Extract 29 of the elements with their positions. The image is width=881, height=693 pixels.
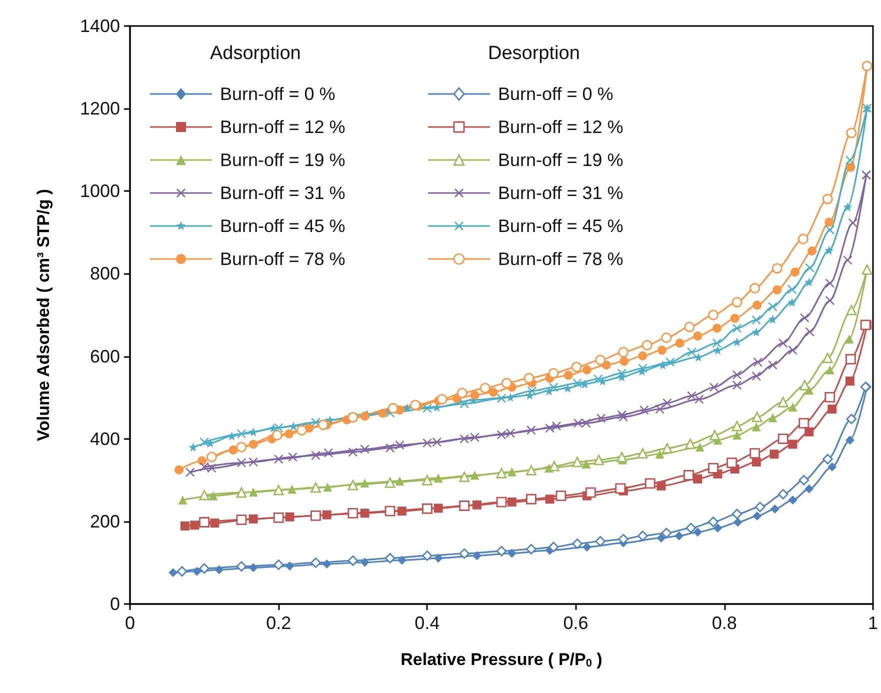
legend-label: Burn-off = 0 % bbox=[220, 84, 336, 104]
x-tick-label: 0 bbox=[124, 613, 136, 633]
y-tick-label: 1400 bbox=[80, 16, 120, 36]
y-axis-title: Volume Adsorbed ( cm³ STP/g ) bbox=[34, 188, 53, 442]
annotation: Adsorption bbox=[210, 43, 301, 64]
legend-label: Burn-off = 45 % bbox=[220, 216, 346, 236]
legend-label: Burn-off = 12 % bbox=[220, 117, 346, 137]
x-tick-label: 1 bbox=[868, 613, 878, 633]
legend-label: Burn-off = 45 % bbox=[498, 216, 624, 236]
x-tick-label: 0.8 bbox=[712, 613, 737, 633]
y-tick-label: 600 bbox=[90, 346, 120, 366]
legend-label: Burn-off = 19 % bbox=[220, 150, 346, 170]
annotation: Desorption bbox=[488, 43, 580, 64]
x-tick-label: 0.4 bbox=[414, 613, 440, 633]
legend-label: Burn-off = 31 % bbox=[220, 183, 346, 203]
x-tick-label: 0.6 bbox=[563, 613, 588, 633]
y-tick-label: 1200 bbox=[80, 98, 120, 119]
legend-label: Burn-off = 19 % bbox=[498, 150, 624, 170]
legend-label: Burn-off = 12 % bbox=[498, 117, 624, 137]
legend-label: Burn-off = 31 % bbox=[498, 183, 624, 203]
y-tick-label: 1000 bbox=[80, 181, 120, 202]
legend-label: Burn-off = 0 % bbox=[498, 84, 614, 104]
legend-label: Burn-off = 78 % bbox=[220, 249, 346, 269]
x-tick-label: 0.2 bbox=[266, 613, 292, 633]
y-tick-label: 400 bbox=[90, 428, 120, 449]
y-tick-label: 0 bbox=[110, 594, 120, 614]
y-tick-label: 200 bbox=[90, 511, 120, 532]
y-tick-label: 800 bbox=[90, 264, 120, 284]
legend-label: Burn-off = 78 % bbox=[498, 249, 624, 269]
